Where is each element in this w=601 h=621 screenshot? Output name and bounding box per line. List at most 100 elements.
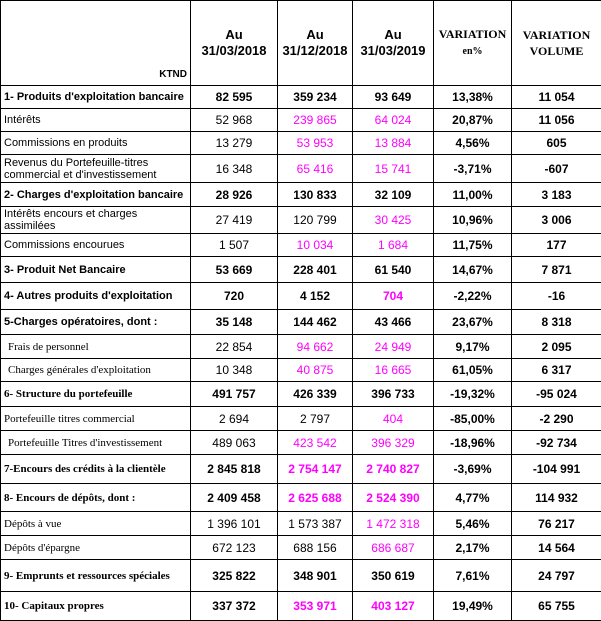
value-cell: 423 542	[277, 430, 353, 455]
value-cell: 350 619	[352, 559, 434, 592]
row-label: Commissions encourues	[0, 233, 191, 257]
value-cell: 13 884	[352, 131, 434, 155]
value-cell: 14,67%	[433, 256, 512, 283]
value-cell: 2 797	[277, 406, 353, 431]
column-header-line: VARIATION	[438, 27, 507, 41]
value-cell: 720	[190, 282, 278, 310]
value-cell: 177	[511, 233, 601, 257]
value-cell: 13,38%	[433, 85, 512, 109]
value-cell: -607	[511, 154, 601, 183]
value-cell: 2 524 390	[352, 483, 434, 512]
value-cell: 10 348	[190, 358, 278, 382]
value-cell: 404	[352, 406, 434, 431]
value-cell: -18,96%	[433, 430, 512, 455]
table-row: Revenus du Portefeuille-titres commercia…	[0, 154, 601, 183]
value-cell: 7 871	[511, 256, 601, 283]
value-cell: 10 034	[277, 233, 353, 257]
value-cell: 2 625 688	[277, 483, 353, 512]
column-header-line: Au	[306, 27, 324, 42]
value-cell: 396 329	[352, 430, 434, 455]
value-cell: 20,87%	[433, 108, 512, 132]
table-row: 3- Produit Net Bancaire 53 669 228 401 61 5…	[0, 256, 601, 283]
table-body: 1- Produits d'exploitation bancaire 82 59…	[0, 85, 601, 621]
row-label: Portefeuille titres commercial	[0, 406, 191, 431]
value-cell: 688 156	[277, 535, 353, 560]
column-header-line: 31/03/2018	[201, 43, 267, 58]
value-cell: 1 573 387	[277, 511, 353, 536]
value-cell: 605	[511, 131, 601, 155]
value-cell: -104 991	[511, 454, 601, 484]
table-row: 2- Charges d'exploitation bancaire 28 926…	[0, 182, 601, 207]
row-label: Commissions en produits	[0, 131, 191, 155]
row-label: 9- Emprunts et ressources spéciales	[0, 559, 191, 592]
value-cell: 228 401	[277, 256, 353, 283]
value-cell: 4,77%	[433, 483, 512, 512]
value-cell: 11,00%	[433, 182, 512, 207]
row-label: 1- Produits d'exploitation bancaire	[0, 85, 191, 109]
value-cell: -2,22%	[433, 282, 512, 310]
value-cell: 93 649	[352, 85, 434, 109]
value-cell: 23,67%	[433, 309, 512, 335]
value-cell: 53 953	[277, 131, 353, 155]
value-cell: 239 865	[277, 108, 353, 132]
row-label: Dépôts à vue	[0, 511, 191, 536]
row-label: 6- Structure du portefeuille	[0, 381, 191, 407]
table-row: 4- Autres produits d'exploitation 720 4 15…	[0, 282, 601, 310]
table-row: Commissions en produits 13 279 53 953 13 88…	[0, 131, 601, 155]
value-cell: 2,17%	[433, 535, 512, 560]
value-cell: 11 056	[511, 108, 601, 132]
value-cell: 325 822	[190, 559, 278, 592]
column-header: Au 31/12/2018	[277, 0, 353, 86]
value-cell: 65 416	[277, 154, 353, 183]
table-row: Charges générales d'exploitation 10 348 40…	[0, 358, 601, 382]
header-row: KTND Au 31/03/2018 Au 31/12/2018 Au 31/03/201…	[0, 0, 601, 86]
value-cell: 120 799	[277, 206, 353, 234]
column-header-line: 31/12/2018	[282, 43, 348, 58]
value-cell: 2 095	[511, 334, 601, 359]
value-cell: 14 564	[511, 535, 601, 560]
value-cell: -85,00%	[433, 406, 512, 431]
table-row: 5-Charges opératoires, dont :35 148 144 4…	[0, 309, 601, 335]
value-cell: 52 968	[190, 108, 278, 132]
value-cell: 11 054	[511, 85, 601, 109]
value-cell: 489 063	[190, 430, 278, 455]
table-row: Frais de personnel 22 854 94 662 24 949 9,17…	[0, 334, 601, 359]
value-cell: 1 507	[190, 233, 278, 257]
table-row: 1- Produits d'exploitation bancaire 82 59…	[0, 85, 601, 109]
column-header-line: VOLUME	[529, 44, 584, 58]
value-cell: 672 123	[190, 535, 278, 560]
value-cell: 2 740 827	[352, 454, 434, 484]
value-cell: 2 754 147	[277, 454, 353, 484]
value-cell: 61 540	[352, 256, 434, 283]
value-cell: 7,61%	[433, 559, 512, 592]
column-header-line: en%	[462, 46, 483, 57]
value-cell: 43 466	[352, 309, 434, 335]
row-label: 7-Encours des crédits à la clientèle	[0, 454, 191, 484]
value-cell: 114 932	[511, 483, 601, 512]
value-cell: 130 833	[277, 182, 353, 207]
value-cell: -95 024	[511, 381, 601, 407]
column-header: VARIATION VOLUME	[511, 0, 601, 86]
value-cell: 27 419	[190, 206, 278, 234]
value-cell: 15 741	[352, 154, 434, 183]
row-label: Intérêts encours et charges assimilées	[0, 206, 191, 234]
row-label: Revenus du Portefeuille-titres commercia…	[0, 154, 191, 183]
table-row: 10- Capitaux propres 337 372 353 971 403 12…	[0, 591, 601, 621]
value-cell: 1 472 318	[352, 511, 434, 536]
table-row: Dépôts d'épargne 672 123 688 156 686 687 2,1…	[0, 535, 601, 560]
value-cell: 4,56%	[433, 131, 512, 155]
value-cell: 403 127	[352, 591, 434, 621]
value-cell: 396 733	[352, 381, 434, 407]
table-row: Dépôts à vue 1 396 101 1 573 387 1 472 318 5…	[0, 511, 601, 536]
value-cell: 32 109	[352, 182, 434, 207]
value-cell: 13 279	[190, 131, 278, 155]
value-cell: 61,05%	[433, 358, 512, 382]
value-cell: 4 152	[277, 282, 353, 310]
value-cell: 28 926	[190, 182, 278, 207]
row-label: Charges générales d'exploitation	[0, 358, 191, 382]
table-row: Portefeuille Titres d'investissement 489 …	[0, 430, 601, 455]
row-label: 10- Capitaux propres	[0, 591, 191, 621]
value-cell: 1 684	[352, 233, 434, 257]
column-header-line: Au	[384, 27, 402, 42]
